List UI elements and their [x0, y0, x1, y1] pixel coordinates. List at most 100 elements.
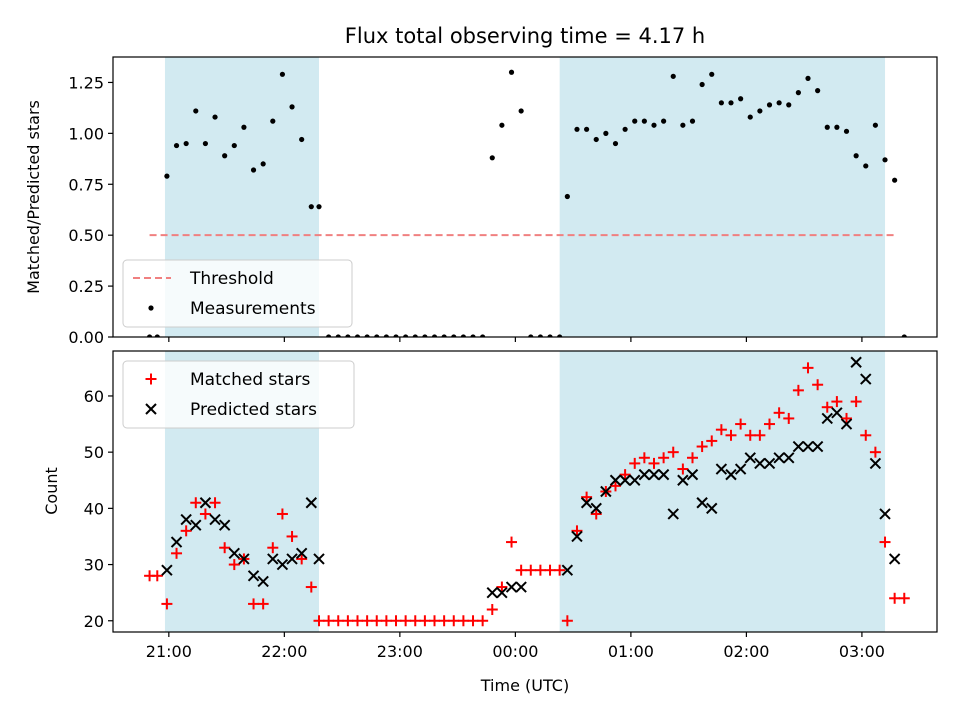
data-point-0-76: [872, 122, 878, 128]
data-point-0-5: [193, 108, 199, 114]
data-point-0-74: [853, 153, 859, 159]
data-point-1-0-b: [161, 564, 173, 576]
data-point-1-36: [706, 502, 718, 515]
data-point-0-0: [146, 334, 153, 337]
data-point-0-70: [812, 379, 824, 391]
y-tick-label-1: 30: [84, 556, 104, 575]
bottom-axes: 20 30 40 50 60 21:00 22:00 23:00 00:00 01:00 02:00…: [84, 350, 938, 661]
data-point-1-41-b: [754, 457, 766, 470]
data-point-1-6: [218, 519, 231, 531]
data-point-1-40: [744, 452, 756, 464]
data-point-1-38: [725, 468, 737, 481]
data-point-0-51: [632, 118, 638, 124]
data-point-0-27: [400, 615, 412, 627]
data-point-0-15: [289, 104, 295, 110]
data-point-0-19: [323, 615, 335, 627]
data-point-0-54: [661, 118, 667, 124]
data-point-0-49: [612, 140, 619, 147]
x-tick-label-5: 02:00: [723, 642, 769, 661]
data-point-0-60: [718, 100, 724, 106]
data-point-0-62: [738, 96, 744, 102]
data-point-0-34: [467, 615, 479, 627]
data-point-0-76: [869, 446, 881, 458]
data-point-1-46: [802, 440, 814, 453]
data-point-0-3: [173, 142, 180, 149]
bottom-legend: Matched stars Predicted stars: [122, 360, 355, 429]
data-point-1-17: [486, 586, 498, 599]
y-tick-label-0: 20: [84, 612, 104, 631]
legend-dot-swatch: [148, 305, 154, 311]
data-point-0-74: [850, 396, 862, 408]
data-point-0-36: [489, 155, 495, 161]
data-point-1-42: [763, 457, 776, 470]
data-point-0-55: [667, 446, 679, 458]
data-point-1-46-b: [802, 440, 814, 453]
data-point-1-16-b: [313, 553, 325, 565]
data-point-0-21: [342, 615, 354, 627]
data-point-0-1: [151, 570, 163, 582]
data-point-0-9: [228, 559, 240, 571]
data-point-0-42: [547, 334, 553, 337]
data-point-0-72: [834, 124, 840, 130]
data-point-0-66: [776, 100, 782, 106]
data-point-1-11: [267, 553, 279, 565]
y-tick-label-3: 0.75: [68, 175, 104, 194]
data-point-0-7: [212, 114, 218, 120]
data-point-1-31-b: [657, 468, 670, 481]
axes-frame: [112, 56, 938, 338]
data-point-0-69: [805, 75, 811, 81]
series-cross: [161, 356, 901, 599]
data-point-0-41: [537, 334, 544, 337]
data-point-0-63: [747, 114, 753, 120]
y-tick-label-0: 0.00: [68, 328, 104, 347]
data-point-1-50: [840, 418, 853, 430]
data-point-0-47: [590, 508, 602, 520]
data-point-0-46: [584, 126, 590, 132]
y-tick-label-5: 1.25: [68, 73, 104, 92]
data-point-0-37: [499, 122, 505, 128]
legend-box: [122, 259, 353, 328]
data-point-1-24-b: [590, 502, 602, 515]
data-point-0-22: [354, 334, 361, 337]
data-point-0-47: [593, 136, 599, 143]
data-point-1-16: [313, 553, 325, 565]
data-point-0-57: [689, 118, 696, 124]
data-point-1-28-b: [629, 474, 641, 486]
data-point-0-22: [352, 615, 364, 627]
data-point-1-54: [879, 508, 891, 520]
data-point-0-66: [773, 407, 785, 419]
y-tick-label-4: 60: [84, 387, 104, 406]
data-point-0-64: [757, 108, 763, 114]
data-point-1-21: [561, 564, 574, 576]
data-point-1-34: [686, 468, 699, 481]
data-point-0-78: [892, 177, 898, 183]
count-panel: Count Time (UTC) 20 30 40 50 60 21:00 22:00 23:…: [42, 350, 938, 695]
data-point-1-4-b: [199, 497, 212, 509]
series-dot: [146, 69, 907, 337]
top-y-axis-label: Matched/Predicted stars: [24, 100, 43, 294]
data-point-0-25: [383, 334, 389, 337]
data-point-0-32: [448, 615, 460, 627]
data-point-0-8: [222, 153, 228, 159]
data-point-0-6: [199, 508, 211, 520]
data-point-1-10-b: [257, 575, 269, 588]
data-point-0-65: [766, 102, 773, 108]
data-point-1-37-b: [715, 463, 728, 475]
data-point-1-7: [228, 547, 240, 560]
data-point-0-60: [715, 424, 727, 436]
x-tick-label-1: 22:00: [261, 642, 307, 661]
top-axes: 0.00 0.25 0.50 0.75 1.00 1.25: [68, 56, 938, 347]
data-point-1-35: [696, 497, 708, 509]
data-point-1-39: [734, 463, 747, 475]
data-point-1-48-b: [821, 412, 833, 425]
data-point-0-51: [629, 457, 641, 469]
data-point-1-10: [257, 575, 269, 588]
data-point-0-43: [557, 334, 563, 337]
data-point-1-30: [648, 468, 660, 481]
y-tick-label-3: 50: [84, 443, 104, 462]
data-point-0-12: [257, 598, 269, 610]
data-point-0-44: [561, 615, 573, 627]
data-point-1-43-b: [773, 452, 785, 464]
data-point-1-55: [888, 553, 901, 565]
data-point-1-47: [811, 440, 824, 453]
